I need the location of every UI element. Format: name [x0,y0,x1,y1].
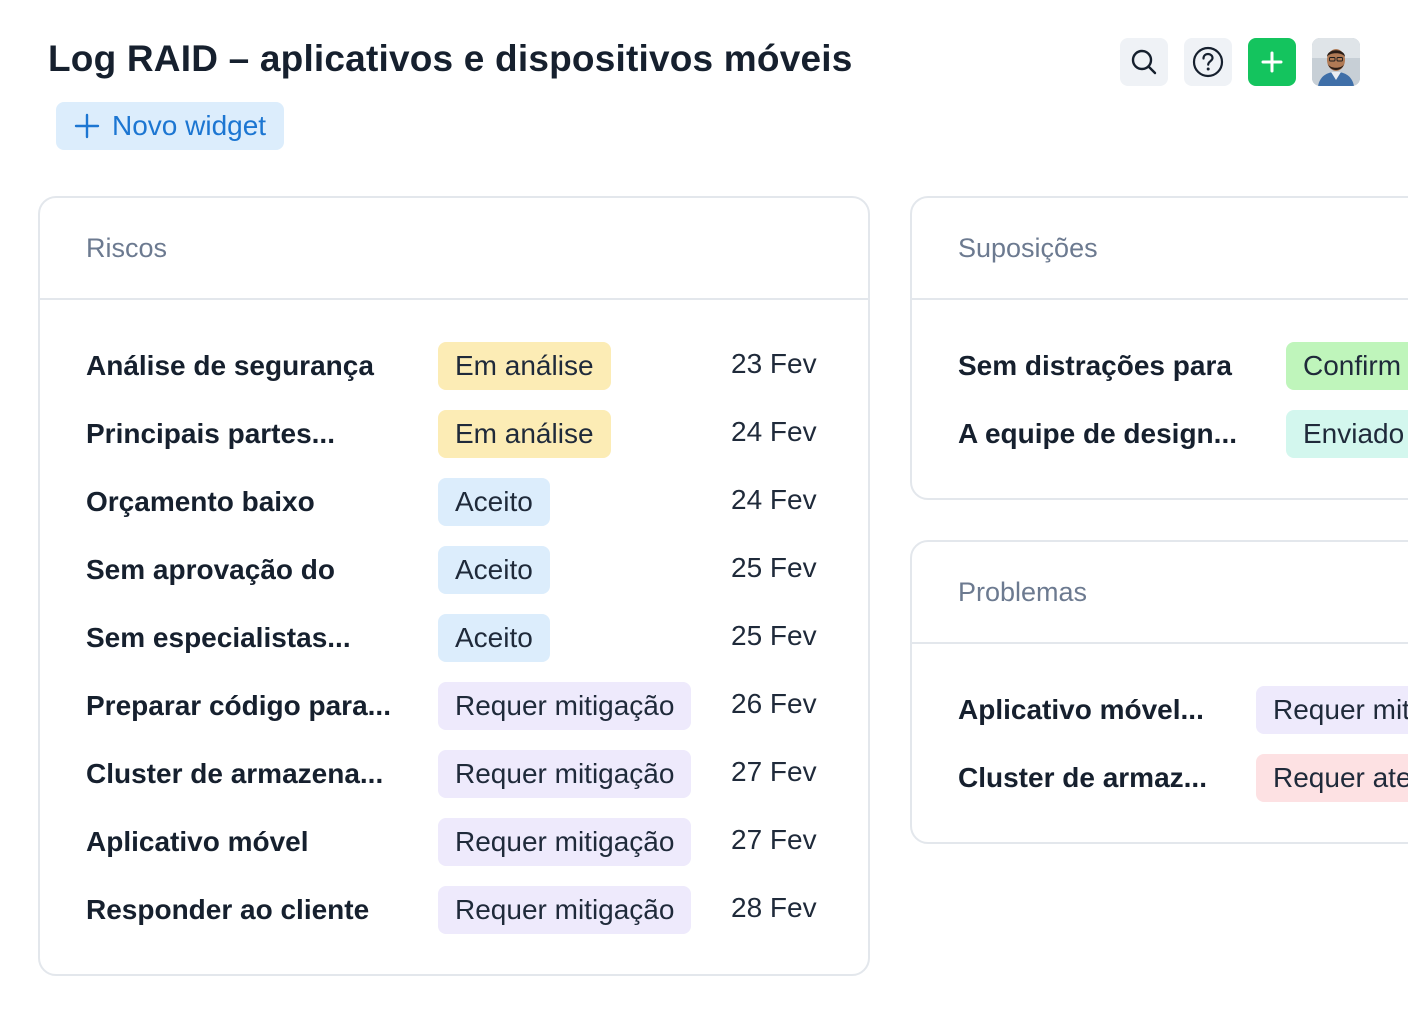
issues-card-title: Problemas [912,542,1408,644]
list-item[interactable]: Análise de segurança Em análise 23 Fev [86,342,868,390]
list-item[interactable]: Cluster de armaz... Requer ate [958,754,1408,802]
list-item[interactable]: Sem aprovação do Aceito 25 Fev [86,546,868,594]
avatar-image [1312,38,1360,86]
status-badge[interactable]: Em análise [438,410,611,458]
list-item[interactable]: Sem especialistas... Aceito 25 Fev [86,614,868,662]
item-title: Sem especialistas... [86,622,351,653]
status-badge[interactable]: Requer mitigação [438,886,692,934]
status-badge[interactable]: Aceito [438,546,550,594]
list-item[interactable]: Orçamento baixo Aceito 24 Fev [86,478,868,526]
item-title: Aplicativo móvel... [958,694,1204,725]
item-title: Orçamento baixo [86,486,315,517]
risks-card: Riscos Análise de segurança Em análise 23 … [38,196,870,976]
status-badge[interactable]: Requer mitigação [438,682,692,730]
add-button[interactable] [1248,38,1296,86]
status-badge[interactable]: Aceito [438,478,550,526]
item-date: 28 Fev [731,892,817,923]
new-widget-button[interactable]: Novo widget [56,102,285,150]
list-item[interactable]: Preparar código para... Requer mitigação 2… [86,682,868,730]
item-title: Cluster de armazena... [86,758,384,789]
item-date: 23 Fev [731,348,817,379]
list-item[interactable]: Sem distrações para Confirm [958,342,1408,390]
item-title: Preparar código para... [86,690,391,721]
item-date: 25 Fev [731,552,817,583]
status-badge[interactable]: Requer ate [1256,754,1408,802]
plus-icon [74,113,100,139]
item-title: Cluster de armaz... [958,762,1207,793]
list-item[interactable]: Cluster de armazena... Requer mitigação 27… [86,750,868,798]
item-title: Sem distrações para [958,350,1232,381]
item-title: Principais partes... [86,418,335,449]
status-badge[interactable]: Requer mitigação [438,750,692,798]
item-title: Sem aprovação do [86,554,335,585]
status-badge[interactable]: Confirm [1286,342,1408,390]
new-widget-label: Novo widget [112,110,267,141]
status-badge[interactable]: Aceito [438,614,550,662]
item-date: 25 Fev [731,620,817,651]
status-badge[interactable]: Enviado [1286,410,1408,458]
search-button[interactable] [1120,38,1168,86]
list-item[interactable]: A equipe de design... Enviado [958,410,1408,458]
list-item[interactable]: Aplicativo móvel Requer mitigação 27 Fev [86,818,868,866]
status-badge[interactable]: Requer mit [1256,686,1408,734]
plus-icon [1261,51,1283,73]
item-date: 26 Fev [731,688,817,719]
list-item[interactable]: Responder ao cliente Requer mitigação 28 F… [86,886,868,934]
help-icon [1192,46,1224,78]
assumptions-card: Suposições Sem distrações para Confirm A e… [910,196,1408,500]
list-item[interactable]: Aplicativo móvel... Requer mit [958,686,1408,734]
top-actions [1120,38,1360,86]
item-title: Aplicativo móvel [86,826,309,857]
search-icon [1131,49,1157,75]
status-badge[interactable]: Em análise [438,342,611,390]
issues-card: Problemas Aplicativo móvel... Requer mit C… [910,540,1408,844]
item-title: A equipe de design... [958,418,1238,449]
status-badge[interactable]: Requer mitigação [438,818,692,866]
user-avatar[interactable] [1312,38,1360,86]
item-date: 27 Fev [731,756,817,787]
item-date: 24 Fev [731,416,817,447]
help-button[interactable] [1184,38,1232,86]
item-date: 27 Fev [731,824,817,855]
item-title: Análise de segurança [86,350,374,381]
risks-card-title: Riscos [40,198,868,300]
list-item[interactable]: Principais partes... Em análise 24 Fev [86,410,868,458]
item-date: 24 Fev [731,484,817,515]
page-title: Log RAID – aplicativos e dispositivos mó… [48,38,853,79]
assumptions-card-title: Suposições [912,198,1408,300]
item-title: Responder ao cliente [86,894,370,925]
